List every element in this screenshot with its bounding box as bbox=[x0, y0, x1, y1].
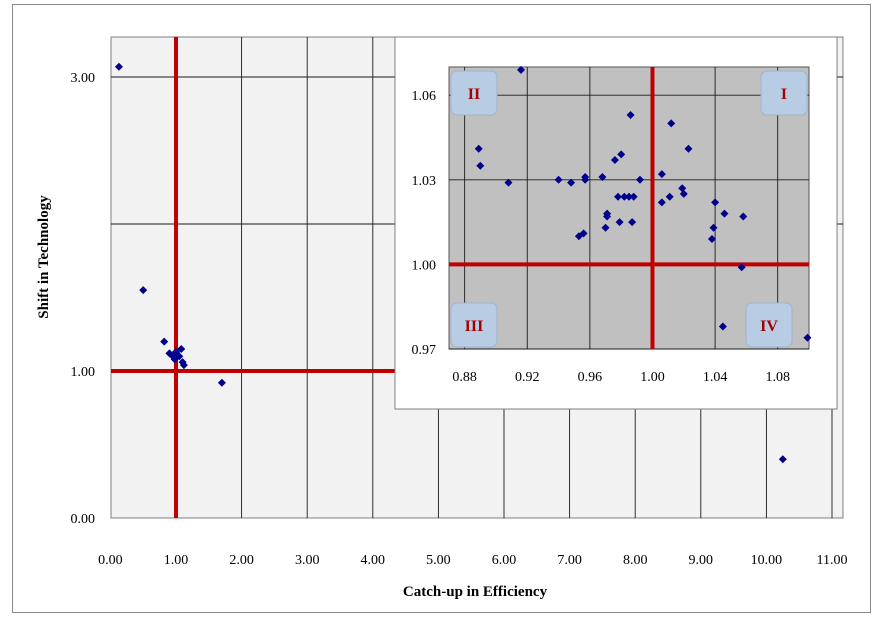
inset-data-point bbox=[554, 175, 563, 184]
main-x-tick-label: 7.00 bbox=[557, 553, 582, 568]
inset-x-tick-label: 1.00 bbox=[640, 370, 665, 385]
inset-data-point bbox=[579, 229, 588, 238]
main-data-point bbox=[178, 358, 187, 367]
main-data-point bbox=[177, 344, 186, 353]
inset-data-point bbox=[474, 144, 483, 153]
main-x-tick-label: 11.00 bbox=[817, 553, 848, 568]
inset-data-point bbox=[620, 192, 629, 201]
inset-data-point bbox=[517, 65, 525, 74]
inset-y-tick-label: 1.00 bbox=[412, 258, 437, 273]
inset-x-tick-label: 1.04 bbox=[703, 370, 728, 385]
inset-data-point bbox=[709, 223, 718, 232]
main-x-tick-label: 2.00 bbox=[229, 553, 254, 568]
chart-svg: 0.00 1.00 2.00 3.00 4.00 5.00 6.00 7.00 8.00 9.00… bbox=[36, 36, 848, 600]
inset-quadrant-box-I bbox=[760, 70, 808, 116]
inset-data-point bbox=[737, 263, 746, 272]
main-data-point bbox=[217, 378, 226, 387]
main-y-tick-label: 3.00 bbox=[71, 71, 96, 86]
inset-data-point bbox=[684, 144, 693, 153]
inset-data-point bbox=[598, 172, 607, 181]
inset-data-point bbox=[628, 218, 637, 227]
main-data-point bbox=[170, 355, 179, 364]
inset-data-point bbox=[679, 189, 688, 198]
inset-quadrant-box-III bbox=[450, 302, 498, 348]
inset-data-point bbox=[504, 178, 513, 187]
inset-quadrant-box-II bbox=[450, 70, 498, 116]
inset-quadrant-label-III: III bbox=[465, 318, 484, 335]
inset-data-point bbox=[601, 223, 610, 232]
main-x-axis-title: Catch-up in Efficiency bbox=[403, 584, 548, 600]
main-y-axis-title: Shift in Technology bbox=[36, 195, 52, 319]
inset-data-point bbox=[635, 175, 644, 184]
main-y-tick-label: 0.00 bbox=[71, 512, 96, 527]
inset-data-point bbox=[711, 198, 720, 207]
inset-data-point bbox=[629, 192, 638, 201]
main-x-tick-label: 6.00 bbox=[492, 553, 517, 568]
inset-data-point bbox=[718, 322, 727, 331]
inset-quadrant-label-I: I bbox=[781, 86, 787, 103]
main-y-tick-label: 1.00 bbox=[71, 365, 96, 380]
inset-quadrant-label-II: II bbox=[468, 86, 480, 103]
main-x-tick-label: 4.00 bbox=[361, 553, 386, 568]
inset-quadrant-box-IV bbox=[745, 302, 793, 348]
inset-data-point bbox=[657, 170, 666, 179]
inset-data-point bbox=[617, 150, 626, 159]
inset-data-point bbox=[667, 119, 676, 128]
main-x-tick-label: 5.00 bbox=[426, 553, 451, 568]
main-data-point bbox=[114, 62, 123, 71]
main-x-tick-label: 8.00 bbox=[623, 553, 648, 568]
inset-y-tick-label: 1.03 bbox=[412, 174, 437, 189]
inset-data-point bbox=[678, 184, 687, 193]
chart-frame: 0.00 1.00 2.00 3.00 4.00 5.00 6.00 7.00 8.00 9.00… bbox=[12, 4, 871, 613]
main-data-point bbox=[160, 337, 169, 346]
main-x-tick-label: 10.00 bbox=[751, 553, 783, 568]
inset-y-tick-label: 1.06 bbox=[412, 89, 437, 104]
inset-x-tick-label: 0.92 bbox=[515, 370, 540, 385]
inset-data-point bbox=[614, 192, 623, 201]
main-x-tick-label: 9.00 bbox=[689, 553, 714, 568]
inset-data-point bbox=[610, 156, 619, 165]
inset-data-point bbox=[739, 212, 748, 221]
inset-data-point bbox=[567, 178, 576, 187]
inset-data-point bbox=[665, 192, 674, 201]
main-x-tick-label: 3.00 bbox=[295, 553, 320, 568]
inset-data-point bbox=[476, 161, 485, 170]
main-data-point bbox=[778, 455, 787, 464]
inset-data-point bbox=[625, 192, 633, 201]
inset-x-tick-label: 0.96 bbox=[578, 370, 603, 385]
inset-x-tick-label: 0.88 bbox=[452, 370, 477, 385]
inset-data-point bbox=[615, 218, 624, 227]
main-x-tick-label: 1.00 bbox=[164, 553, 189, 568]
main-x-tick-label: 0.00 bbox=[98, 553, 123, 568]
inset-data-point bbox=[803, 333, 812, 342]
inset-x-tick-label: 1.08 bbox=[765, 370, 790, 385]
inset-y-tick-label: 0.97 bbox=[412, 343, 437, 358]
inset-data-point bbox=[581, 175, 590, 184]
inset-data-point bbox=[720, 209, 729, 218]
inset-quadrant-label-IV: IV bbox=[760, 318, 778, 335]
inset-data-point bbox=[626, 110, 635, 119]
main-data-point bbox=[139, 286, 148, 295]
inset-data-point bbox=[657, 198, 666, 207]
inset-data-point bbox=[707, 235, 716, 244]
inset-data-point bbox=[603, 209, 612, 218]
